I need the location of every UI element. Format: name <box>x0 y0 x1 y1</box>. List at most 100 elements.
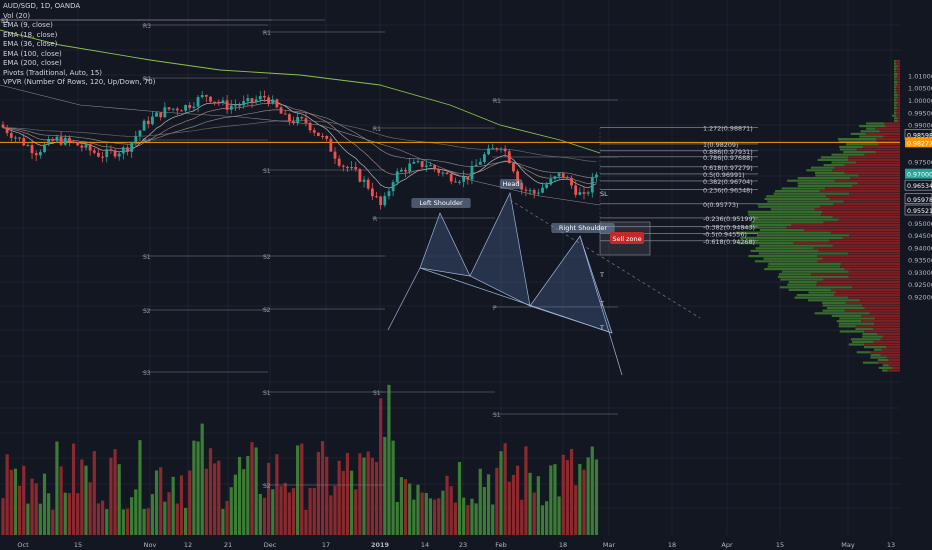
volume-bar <box>325 456 329 535</box>
candle-body <box>217 101 221 103</box>
candle-body <box>14 137 17 139</box>
volume-bar <box>561 454 565 535</box>
candle-body <box>271 99 275 104</box>
vpvr-up-bar <box>756 234 850 237</box>
vpvr-up-bar <box>737 242 794 245</box>
volume-bar <box>341 470 345 535</box>
candle-body <box>308 122 312 131</box>
candle-body <box>437 169 441 173</box>
volume-bar <box>208 448 213 535</box>
vpvr-up-bar <box>757 203 834 206</box>
legend-ema200[interactable]: EMA (200, close) <box>3 59 62 67</box>
candle-body <box>109 149 113 151</box>
legend-pivots[interactable]: Pivots (Traditional, Auto, 15) <box>3 68 103 77</box>
pivot-label: S1 <box>143 254 151 261</box>
candle-body <box>449 174 453 182</box>
price-axis-bg <box>900 0 932 550</box>
price-marker-label: 0.97000 <box>907 172 932 179</box>
candle-body <box>321 135 324 137</box>
vpvr-up-bar <box>758 205 820 208</box>
ema-100-line <box>0 84 601 206</box>
vpvr-down-bar <box>896 104 900 107</box>
legend-vol[interactable]: Vol (20) <box>3 11 31 20</box>
volume-bar <box>320 441 325 535</box>
volume-bar <box>237 456 242 535</box>
candle-body <box>553 176 557 179</box>
ema-200-line <box>0 29 601 154</box>
vpvr-up-bar <box>775 190 820 193</box>
candle-body <box>101 156 104 158</box>
legend-ema9[interactable]: EMA (9, close) <box>3 21 53 29</box>
vpvr-down-bar <box>896 91 900 94</box>
target-dashed-line <box>509 199 701 319</box>
volume-bar <box>354 489 358 535</box>
head-and-shoulders-pattern[interactable] <box>387 191 701 376</box>
fib-extension[interactable]: 1.272(0.98871)1(0.98209)0.886(0.97931)0.… <box>599 125 758 246</box>
candle-body <box>1 124 5 128</box>
vpvr-down-bar <box>865 132 900 135</box>
symbol-title[interactable]: AUD/SGD, 1D, OANDA <box>3 2 81 10</box>
legend-ema18[interactable]: EMA (18, close) <box>3 30 58 39</box>
volume-bar <box>312 487 316 535</box>
candle-body <box>466 176 470 180</box>
candle-body <box>204 95 208 97</box>
candle-body <box>22 138 26 146</box>
candle-body <box>296 117 300 124</box>
vpvr-down-bar <box>864 343 900 346</box>
time-axis[interactable]: Oct 15 Nov 12 21 Dec 17 2019 14 23 Feb 18 Mar 18 Apr 15… <box>0 535 932 550</box>
vpvr-up-bar <box>820 156 849 159</box>
fib-level-label: 1.272(0.98871) <box>703 125 753 133</box>
candle-body <box>279 107 283 114</box>
vpvr-up-bar <box>767 200 844 203</box>
legend-ema100[interactable]: EMA (100, close) <box>3 49 62 58</box>
vpvr-down-bar <box>840 265 900 268</box>
volume-bar <box>262 497 267 535</box>
candle-body <box>229 105 233 110</box>
vpvr-down-bar <box>817 255 900 258</box>
volume-bar <box>30 478 34 535</box>
volume-bar <box>383 436 387 535</box>
pivot-label: S3 <box>143 370 151 377</box>
volume-bar <box>142 509 146 535</box>
volume-bar <box>13 468 18 535</box>
vpvr-up-bar <box>797 182 858 185</box>
volume-bar <box>105 509 109 535</box>
candle-body <box>512 163 515 172</box>
legend-ema36[interactable]: EMA (36, close) <box>3 40 58 48</box>
vpvr-up-bar <box>750 249 819 252</box>
volume-bar <box>221 508 225 535</box>
volume-bar <box>387 384 391 535</box>
candle-body <box>26 145 30 147</box>
vpvr-up-bar <box>778 273 812 276</box>
candle-body <box>429 165 432 167</box>
candle-body <box>516 171 519 183</box>
pivot-label: S2 <box>143 308 151 315</box>
vpvr-up-bar <box>894 88 896 91</box>
volume-bar <box>42 473 47 535</box>
legend-vpvr[interactable]: VPVR (Number Of Rows, 120, Up/Down, 70) <box>3 78 156 86</box>
volume-bar <box>462 497 466 535</box>
vpvr-up-bar <box>866 127 876 130</box>
candle-body <box>250 98 254 103</box>
fib-level-label: 0.786(0.97688) <box>703 154 753 162</box>
vpvr-up-bar <box>878 366 893 369</box>
volume-bar <box>34 483 38 535</box>
volume-bar <box>117 464 121 535</box>
vpvr-down-bar <box>838 218 900 221</box>
vpvr-up-bar <box>755 247 814 250</box>
vpvr-up-bar <box>859 135 884 138</box>
candle-body <box>171 108 175 110</box>
price-marker-bg <box>904 204 932 216</box>
pivot-label: S3 <box>1 18 9 25</box>
vpvr-up-bar <box>788 281 818 284</box>
vpvr-down-bar <box>856 161 900 164</box>
volume-bar <box>578 463 582 535</box>
candle-body <box>283 113 287 115</box>
volume-bar <box>395 501 399 535</box>
vpvr-down-bar <box>895 86 900 89</box>
volume-bar <box>507 481 511 535</box>
vpvr-up-bar <box>823 164 845 167</box>
vpvr-up-bar <box>838 325 856 328</box>
